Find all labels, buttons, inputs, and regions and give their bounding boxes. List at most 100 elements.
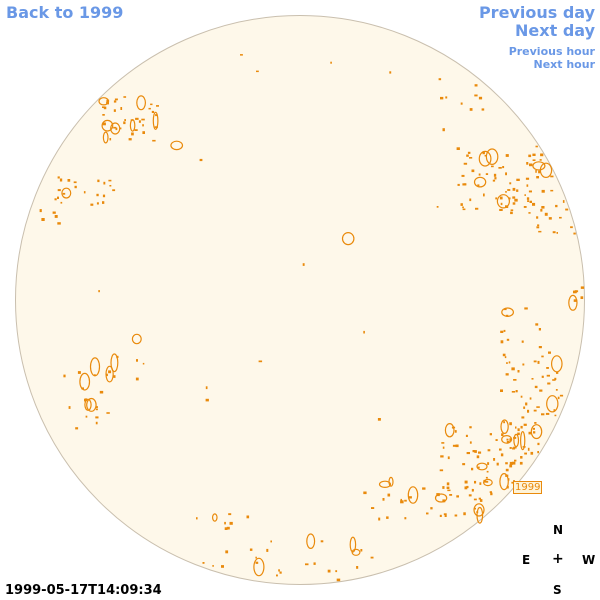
contour-mark (408, 496, 412, 499)
contour-mark (517, 428, 520, 432)
contour-mark (228, 513, 232, 516)
contour-mark (513, 446, 517, 449)
compass-center-icon: + (552, 551, 564, 567)
next-hour-link[interactable]: Next hour (533, 58, 596, 71)
contour-mark (499, 473, 509, 491)
contour-mark (477, 466, 480, 469)
contour-mark (464, 480, 468, 484)
contour-mark (101, 119, 114, 132)
contour-mark (202, 562, 205, 564)
contour-mark (501, 433, 504, 436)
contour-mark (320, 540, 324, 543)
contour-mark (196, 517, 198, 520)
contour-mark (505, 154, 509, 157)
contour-mark (57, 222, 61, 225)
contour-mark (81, 387, 84, 390)
contour-mark (95, 406, 98, 409)
contour-mark (142, 124, 144, 127)
contour-mark (276, 574, 278, 577)
contour-mark (279, 571, 282, 574)
contour-mark (528, 154, 532, 158)
contour-mark (465, 434, 468, 437)
contour-mark (444, 423, 455, 438)
contour-mark (500, 340, 504, 344)
contour-mark (512, 202, 516, 205)
contour-mark (460, 203, 463, 206)
contour-mark (302, 263, 305, 266)
contour-mark (479, 499, 483, 502)
contour-mark (68, 406, 71, 409)
contour-mark (371, 507, 375, 509)
contour-mark (131, 132, 134, 136)
back-to-year-link[interactable]: Back to 1999 (6, 3, 124, 22)
contour-mark (512, 196, 516, 199)
contour-mark (114, 98, 118, 101)
contour-mark (474, 450, 477, 453)
contour-mark (136, 359, 138, 362)
contour-mark (462, 206, 464, 209)
contour-mark (229, 521, 233, 525)
contour-mark (506, 338, 510, 341)
contour-mark (255, 561, 259, 564)
contour-mark (529, 163, 533, 167)
contour-mark (493, 458, 496, 461)
contour-mark (505, 172, 507, 176)
contour-mark (553, 409, 556, 411)
contour-mark (113, 126, 117, 129)
contour-mark (123, 121, 126, 125)
contour-mark (555, 389, 558, 391)
contour-mark (484, 154, 487, 157)
contour-mark (449, 494, 453, 496)
contour-mark (152, 139, 156, 142)
contour-mark (503, 421, 505, 424)
contour-mark (123, 96, 127, 98)
contour-mark (491, 165, 494, 168)
contour-mark (535, 145, 538, 148)
contour-mark (520, 431, 526, 451)
contour-mark (225, 550, 229, 554)
compass-west: W (582, 553, 596, 567)
contour-mark (483, 478, 493, 487)
contour-mark (471, 467, 474, 471)
contour-mark (483, 193, 485, 197)
contour-mark (471, 488, 474, 492)
contour-mark (102, 201, 105, 204)
contour-mark (336, 578, 341, 582)
contour-mark (539, 389, 543, 392)
contour-mark (487, 462, 490, 465)
contour-mark (513, 436, 517, 439)
contour-mark (41, 218, 45, 221)
contour-mark (537, 360, 540, 364)
contour-mark (466, 452, 470, 455)
contour-mark (494, 177, 497, 180)
contour-mark (556, 232, 558, 234)
contour-mark (517, 370, 520, 373)
contour-mark (478, 173, 481, 176)
contour-mark (533, 431, 536, 434)
contour-mark (138, 120, 141, 123)
contour-mark (506, 362, 508, 364)
contour-mark (529, 397, 532, 400)
contour-mark (485, 148, 499, 165)
previous-hour-link[interactable]: Previous hour (508, 45, 595, 58)
contour-mark (468, 494, 472, 497)
contour-mark (115, 127, 118, 131)
contour-mark (500, 202, 503, 206)
contour-mark (102, 131, 109, 144)
contour-mark (400, 498, 402, 501)
active-region-label[interactable]: 1999 (513, 481, 543, 494)
contour-mark (512, 461, 516, 465)
previous-day-link[interactable]: Previous day (478, 3, 595, 22)
next-day-link[interactable]: Next day (515, 21, 595, 40)
contour-mark (486, 470, 489, 473)
contour-mark (103, 106, 107, 110)
contour-mark (533, 409, 537, 412)
contour-mark (552, 379, 556, 381)
contour-mark (515, 390, 518, 393)
contour-mark (474, 84, 478, 87)
contour-mark (490, 492, 493, 496)
contour-mark (102, 114, 105, 116)
contour-mark (463, 162, 468, 165)
contour-mark (540, 208, 543, 212)
contour-mark (523, 406, 526, 409)
